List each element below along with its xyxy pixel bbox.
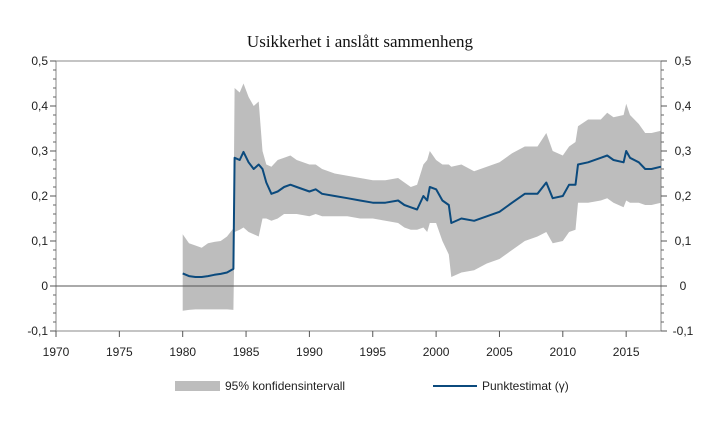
x-tick-label: 2010: [549, 345, 576, 359]
chart-title: Usikkerhet i anslått sammenheng: [247, 32, 474, 51]
y-tick-label-right: 0: [680, 279, 687, 293]
y-tick-label-right: 0,2: [675, 189, 692, 203]
y-tick-label-left: 0,5: [31, 54, 48, 68]
legend-band-swatch: [175, 381, 220, 391]
x-tick-label: 1975: [106, 345, 133, 359]
x-tick-label: 1970: [43, 345, 70, 359]
y-tick-label-left: -0,1: [27, 324, 48, 338]
x-tick-label: 2005: [486, 345, 513, 359]
x-tick-label: 1995: [359, 345, 386, 359]
legend-line-label: Punktestimat (γ): [482, 379, 569, 393]
x-tick-label: 2015: [613, 345, 640, 359]
legend-band-label: 95% konfidensintervall: [225, 379, 345, 393]
y-tick-label-left: 0,1: [31, 234, 48, 248]
y-tick-label-right: 0,1: [675, 234, 692, 248]
y-tick-label-right: -0,1: [673, 324, 694, 338]
y-tick-label-right: 0,3: [675, 144, 692, 158]
x-tick-label: 2000: [423, 345, 450, 359]
point-estimate-line: [182, 150, 662, 278]
y-tick-label-left: 0,2: [31, 189, 48, 203]
y-tick-label-right: 0,5: [675, 54, 692, 68]
x-tick-label: 1980: [169, 345, 196, 359]
y-tick-label-left: 0,4: [31, 99, 48, 113]
y-tick-label-left: 0: [41, 279, 48, 293]
x-tick-label: 1985: [233, 345, 260, 359]
y-tick-label-right: 0,4: [675, 99, 692, 113]
y-tick-label-left: 0,3: [31, 144, 48, 158]
x-tick-label: 1990: [296, 345, 323, 359]
legend: 95% konfidensintervall Punktestimat (γ): [175, 379, 569, 393]
